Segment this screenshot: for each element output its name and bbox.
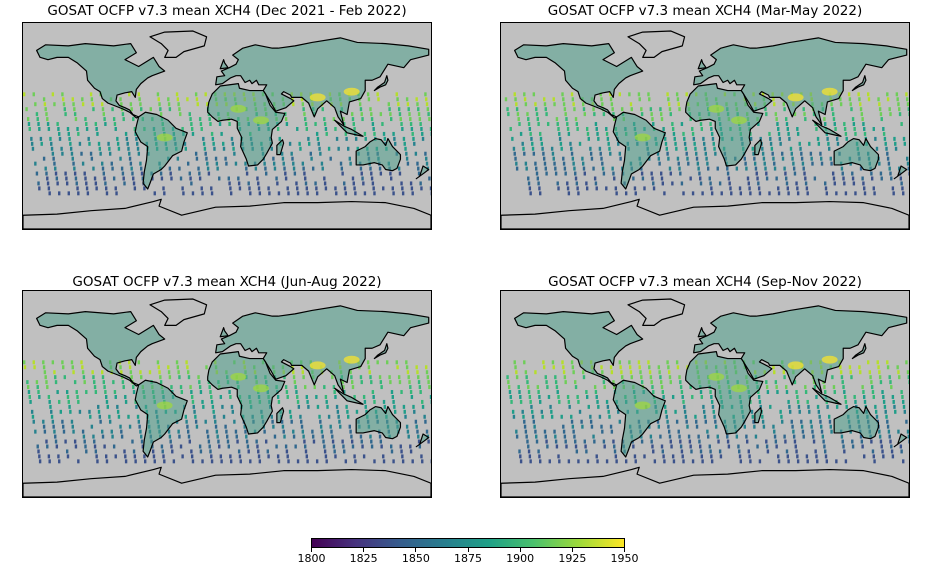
high-methane-region (708, 372, 725, 381)
high-methane-region (787, 361, 804, 370)
colorbar-tick (519, 548, 521, 552)
colorbar-tick (311, 548, 312, 552)
coastline-indonesia (812, 119, 842, 137)
world-map-jja (22, 290, 432, 498)
coastline-antarctica (23, 466, 431, 497)
coastline-southAmerica (612, 379, 666, 458)
coastline-europeAsia (693, 37, 908, 126)
colorbar-tick-label: 1900 (506, 552, 535, 565)
high-methane-region (634, 401, 651, 410)
observation-swaths (23, 360, 431, 464)
high-methane-region (309, 361, 326, 370)
coastline-madagascar (754, 407, 763, 424)
high-methane-region (343, 355, 360, 364)
colorbar-tick-label: 1850 (401, 552, 430, 565)
map-svg (23, 298, 431, 497)
colorbar-tick-label: 1800 (297, 552, 326, 565)
world-map-son (500, 290, 910, 498)
coastline-indonesia (334, 119, 364, 137)
coastline-northAmerica (36, 311, 166, 387)
coastline-northAmerica (514, 43, 644, 119)
coastline-uk (219, 327, 229, 338)
high-methane-region (708, 104, 725, 113)
high-methane-region (731, 116, 747, 125)
coastline-europeAsia (215, 305, 430, 394)
coastline-newZealand (415, 165, 430, 180)
coastline-japan (373, 75, 389, 92)
coastline-newZealand (415, 433, 430, 448)
coastline-australia (833, 405, 880, 440)
map-svg (501, 298, 909, 497)
high-methane-region (787, 93, 804, 102)
coastline-newZealand (893, 433, 908, 448)
colorbar (311, 538, 625, 548)
panel-title: GOSAT OCFP v7.3 mean XCH4 (Sep-Nov 2022) (548, 274, 862, 290)
world-map-djf (22, 22, 432, 230)
high-methane-region (230, 372, 247, 381)
high-methane-region (309, 93, 326, 102)
colorbar-tick-label: 1825 (349, 552, 378, 565)
coastline-indonesia (812, 387, 842, 405)
coastline-africa (685, 351, 764, 435)
coastline-madagascar (276, 407, 285, 424)
coastline-southAmerica (134, 379, 188, 458)
coastline-australia (833, 137, 880, 172)
high-methane-region (156, 401, 173, 410)
coastline-australia (355, 405, 402, 440)
coastline-antarctica (501, 198, 909, 229)
coastline-northAmerica (36, 43, 166, 119)
coastline-australia (355, 137, 402, 172)
colorbar-tick (571, 548, 573, 552)
coastline-greenland (149, 298, 208, 326)
coastline-greenland (149, 30, 208, 58)
coastline-antarctica (23, 198, 431, 229)
high-methane-region (821, 355, 838, 364)
coastline-uk (697, 59, 707, 70)
coastline-southAmerica (612, 111, 666, 190)
colorbar-tick (467, 548, 469, 552)
map-svg (23, 30, 431, 229)
high-methane-region (821, 87, 838, 96)
colorbar-tick (624, 548, 625, 552)
coastline-africa (685, 83, 764, 167)
coastline-africa (207, 351, 286, 435)
coastline-greenland (627, 30, 686, 58)
coastline-africa (207, 83, 286, 167)
high-methane-region (230, 104, 247, 113)
coastline-indonesia (334, 387, 364, 405)
colorbar-tick-label: 1950 (610, 552, 639, 565)
coastline-northAmerica (514, 311, 644, 387)
coastline-antarctica (501, 466, 909, 497)
coastline-europeAsia (215, 37, 430, 126)
coastline-japan (851, 75, 867, 92)
panel-title: GOSAT OCFP v7.3 mean XCH4 (Mar-May 2022) (547, 3, 863, 19)
high-methane-region (253, 384, 269, 393)
coastline-uk (697, 327, 707, 338)
high-methane-region (634, 133, 651, 142)
coastline-europeAsia (693, 305, 908, 394)
coastline-newZealand (893, 165, 908, 180)
panel-title: GOSAT OCFP v7.3 mean XCH4 (Dec 2021 - Fe… (47, 3, 407, 19)
coastline-southAmerica (134, 111, 188, 190)
coastline-uk (219, 59, 229, 70)
colorbar-tick (415, 548, 417, 552)
high-methane-region (731, 384, 747, 393)
colorbar-tick-label: 1875 (454, 552, 482, 565)
coastline-madagascar (276, 139, 285, 156)
coastline-madagascar (754, 139, 763, 156)
coastline-japan (851, 343, 867, 360)
coastline-japan (373, 343, 389, 360)
panel-title: GOSAT OCFP v7.3 mean XCH4 (Jun-Aug 2022) (72, 274, 382, 290)
map-svg (501, 30, 909, 229)
colorbar-tick-label: 1925 (558, 552, 587, 565)
colorbar-tick (363, 548, 365, 552)
high-methane-region (156, 133, 173, 142)
world-map-mam (500, 22, 910, 230)
high-methane-region (253, 116, 269, 125)
coastline-greenland (627, 298, 686, 326)
high-methane-region (343, 87, 360, 96)
